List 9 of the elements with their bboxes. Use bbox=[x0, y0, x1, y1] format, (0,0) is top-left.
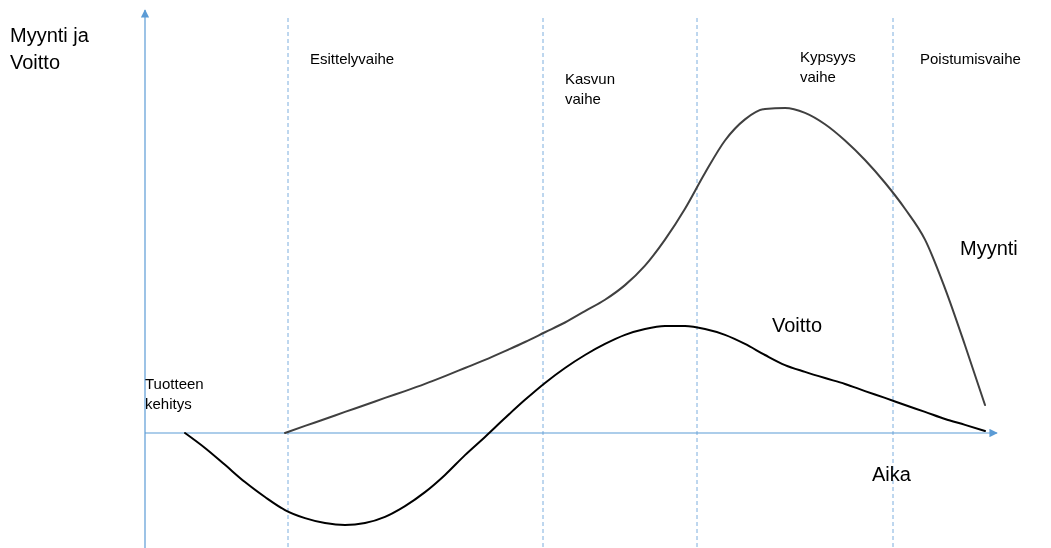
x-axis-title: Aika bbox=[872, 463, 912, 485]
text: Kasvun vaihe bbox=[565, 70, 616, 108]
text: Poistumisvaihe bbox=[920, 50, 1021, 67]
series-label: Myynti bbox=[960, 237, 1018, 259]
series-label: Voitto bbox=[772, 314, 823, 336]
annotation: Tuotteen kehitys bbox=[145, 375, 204, 413]
text: Kypsyys vaihe bbox=[800, 48, 856, 86]
y-axis-title: Myynti ja Voitto bbox=[10, 24, 90, 73]
text: Esittelyvaihe bbox=[310, 50, 395, 67]
